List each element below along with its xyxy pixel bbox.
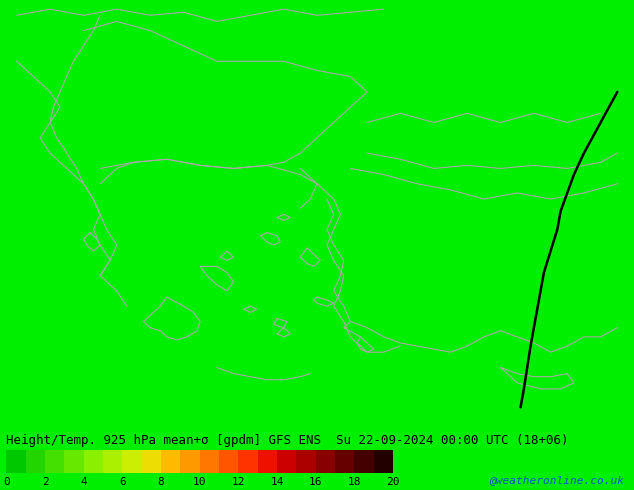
Text: @weatheronline.co.uk: @weatheronline.co.uk [489, 475, 624, 485]
Text: 16: 16 [309, 476, 323, 487]
Text: 2: 2 [42, 476, 48, 487]
Bar [257, 450, 277, 473]
Bar [161, 450, 180, 473]
Bar [65, 450, 84, 473]
Bar [84, 450, 103, 473]
Bar [335, 450, 354, 473]
Bar [374, 450, 393, 473]
Bar [316, 450, 335, 473]
Text: 0: 0 [3, 476, 10, 487]
Bar [180, 450, 200, 473]
Bar [200, 450, 219, 473]
Bar [122, 450, 142, 473]
Text: 4: 4 [81, 476, 87, 487]
Text: 10: 10 [193, 476, 207, 487]
Text: 6: 6 [119, 476, 126, 487]
Text: 14: 14 [270, 476, 284, 487]
Bar [6, 450, 25, 473]
Text: 8: 8 [158, 476, 164, 487]
Text: 18: 18 [347, 476, 361, 487]
Bar [354, 450, 373, 473]
Bar [238, 450, 257, 473]
Text: Height/Temp. 925 hPa mean+σ [gpdm] GFS ENS  Su 22-09-2024 00:00 UTC (18+06): Height/Temp. 925 hPa mean+σ [gpdm] GFS E… [6, 434, 569, 447]
Bar [103, 450, 122, 473]
Text: 12: 12 [231, 476, 245, 487]
Bar [45, 450, 65, 473]
Bar [219, 450, 238, 473]
Bar [142, 450, 161, 473]
Bar [277, 450, 296, 473]
Text: 20: 20 [386, 476, 400, 487]
Bar [297, 450, 316, 473]
Bar [25, 450, 45, 473]
